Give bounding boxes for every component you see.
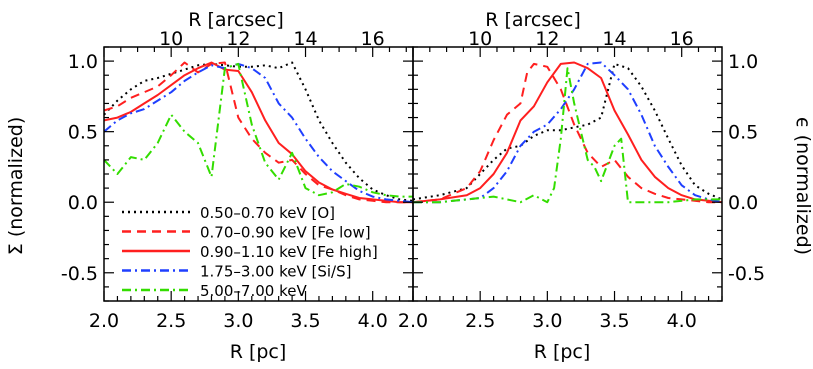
right-series-line-1 bbox=[412, 62, 723, 201]
left-series-line-2 bbox=[103, 61, 413, 204]
left-x-tick-label: 2.0 bbox=[89, 310, 119, 332]
right-y-tick-label: 0.5 bbox=[728, 122, 758, 144]
left-x-tick-label: 3.0 bbox=[223, 310, 253, 332]
left-top-tick-label: 16 bbox=[361, 28, 385, 50]
left-bottom-axis-label: R [pc] bbox=[230, 341, 287, 363]
left-y-tick-label: -0.5 bbox=[61, 263, 98, 285]
right-y-tick-label: -0.5 bbox=[728, 263, 765, 285]
right-x-tick-label: 3.0 bbox=[532, 310, 562, 332]
right-top-tick-label: 10 bbox=[468, 28, 492, 50]
right-series-line-4 bbox=[413, 61, 723, 204]
left-y-tick-label: 0.5 bbox=[68, 122, 98, 144]
right-top-tick-label: 14 bbox=[602, 28, 626, 50]
right-top-tick-label: 16 bbox=[670, 28, 694, 50]
legend-label-2: 0.70–0.90 keV [Fe low] bbox=[200, 224, 371, 242]
left-top-axis-label: R [arcsec] bbox=[188, 9, 284, 31]
left-x-tick-label: 4.0 bbox=[358, 310, 388, 332]
right-bottom-axis-label: R [pc] bbox=[534, 341, 591, 363]
left-y-tick-label: 0.0 bbox=[68, 192, 98, 214]
right-top-axis-label: R [arcsec] bbox=[485, 9, 581, 31]
right-series-line-3 bbox=[412, 61, 723, 204]
right-x-tick-label: 2.5 bbox=[465, 310, 495, 332]
legend-label-4: 1.75–3.00 keV [Si/S] bbox=[200, 263, 351, 281]
left-series-line-5 bbox=[103, 62, 413, 198]
left-panel: R [arcsec] R [pc] Σ (normalized) 2.0 2.5 3… bbox=[5, 9, 414, 363]
legend-label-1: 0.50–0.70 keV [O] bbox=[200, 204, 335, 222]
right-y-tick-label: 0.0 bbox=[728, 192, 758, 214]
left-x-tick-label: 3.5 bbox=[290, 310, 320, 332]
right-top-tick-label: 12 bbox=[535, 28, 559, 50]
right-x-tick-label: 3.5 bbox=[599, 310, 629, 332]
left-top-tick-label: 14 bbox=[293, 28, 317, 50]
left-y-tick-label: 1.0 bbox=[68, 51, 98, 73]
left-top-tick-label: 12 bbox=[226, 28, 250, 50]
right-y-axis-label: ϵ (normalized) bbox=[792, 117, 813, 255]
legend-label-5: 5.00–7.00 keV bbox=[200, 282, 307, 300]
left-y-axis-label: Σ (normalized) bbox=[5, 117, 27, 255]
right-plot-frame bbox=[412, 46, 723, 302]
left-series-line-3 bbox=[103, 61, 413, 204]
right-panel: R [arcsec] R [pc] ϵ (normalized) 2.0 2.5 3… bbox=[398, 9, 813, 363]
left-x-tick-label: 2.5 bbox=[156, 310, 186, 332]
legend: 0.50–0.70 keV [O] 0.70–0.90 keV [Fe low]0… bbox=[122, 204, 378, 300]
right-series-line-5 bbox=[413, 67, 722, 204]
left-series-line-4 bbox=[103, 62, 414, 204]
left-top-tick-label: 10 bbox=[159, 28, 183, 50]
right-x-tick-label: 2.0 bbox=[398, 310, 428, 332]
legend-label-3: 0.90–1.10 keV [Fe high] bbox=[200, 243, 378, 261]
right-series-line-2 bbox=[412, 62, 722, 204]
left-series-line-1 bbox=[103, 61, 414, 202]
right-y-tick-label: 1.0 bbox=[728, 51, 758, 73]
right-x-tick-label: 4.0 bbox=[667, 310, 697, 332]
